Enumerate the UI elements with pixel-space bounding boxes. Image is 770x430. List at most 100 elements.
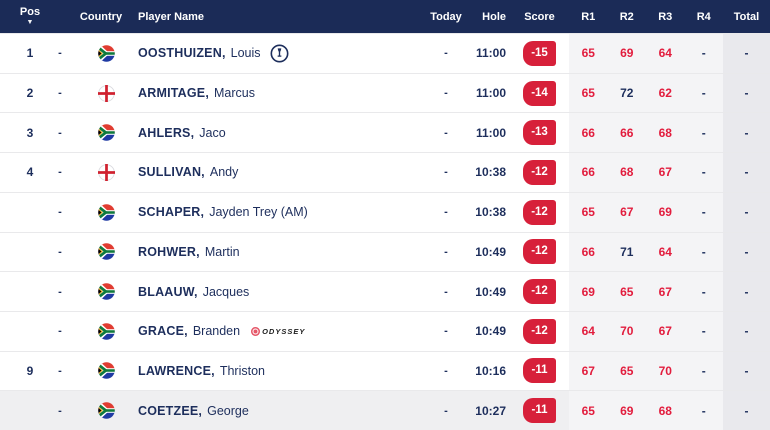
total-score: - — [723, 73, 770, 113]
player-row[interactable]: 9 - — [0, 350, 770, 391]
round2-score: 68 — [607, 153, 646, 192]
player-name-cell: SULLIVAN, Andy — [130, 153, 430, 192]
tee-time: 10:27 — [475, 403, 506, 418]
position-value: 1 — [26, 46, 34, 61]
player-name-cell: ROHWER, Martin — [130, 233, 430, 272]
tee-time: 10:49 — [475, 244, 506, 259]
total-score: - — [723, 351, 770, 391]
header-r2: R2 — [619, 10, 634, 23]
round2-score: 69 — [607, 391, 646, 430]
round4-score: - — [684, 34, 723, 73]
movement-indicator: - — [58, 166, 62, 179]
country-cell — [72, 272, 130, 311]
today-score: - — [444, 404, 448, 417]
round4-score: - — [684, 113, 723, 153]
player-row[interactable]: 4 - — [0, 152, 770, 192]
player-surname: COETZEE, — [138, 403, 203, 418]
round2-score: 69 — [607, 34, 646, 73]
country-cell — [72, 34, 130, 73]
country-cell — [72, 312, 130, 351]
player-row[interactable]: - — [0, 310, 770, 351]
round4-score: - — [684, 73, 723, 113]
country-flag-icon — [97, 243, 115, 261]
round3-score: 67 — [646, 272, 685, 311]
score-cell: -12 — [510, 312, 569, 351]
player-row[interactable]: - — [0, 390, 770, 430]
country-cell — [72, 391, 130, 430]
player-name-cell: COETZEE, George — [130, 391, 430, 430]
england-flag-icon — [97, 164, 115, 181]
position-value: 4 — [26, 165, 34, 180]
header-pos-label: Pos — [19, 6, 41, 18]
round1-score: 65 — [569, 391, 608, 430]
total-score: - — [723, 153, 770, 192]
player-name-cell: SCHAPER, Jayden Trey (AM) — [130, 193, 430, 232]
player-surname: SCHAPER, — [138, 205, 205, 220]
round3-score: 64 — [646, 34, 685, 73]
round3-score: 69 — [646, 192, 685, 232]
player-name-cell: ARMITAGE, Marcus — [130, 74, 430, 113]
header-player-name: Player Name — [138, 10, 205, 23]
odyssey-wordmark: ODYSSEY — [262, 326, 306, 336]
score-cell: -15 — [510, 34, 569, 73]
south-africa-flag-icon — [97, 243, 115, 261]
round2-score: 70 — [607, 311, 646, 351]
tee-time: 11:00 — [475, 46, 506, 61]
score-cell: -14 — [510, 74, 569, 113]
player-row[interactable]: - — [0, 271, 770, 311]
country-flag-icon — [97, 124, 115, 141]
today-score: - — [444, 285, 448, 298]
player-row[interactable]: 1 - — [0, 33, 770, 73]
player-firstname: Jacques — [202, 284, 250, 299]
round1-score: 66 — [569, 232, 608, 272]
tee-time: 10:38 — [475, 205, 506, 220]
position-value: 9 — [26, 363, 34, 378]
movement-indicator: - — [58, 404, 62, 417]
today-score: - — [444, 47, 448, 60]
score-cell: -12 — [510, 272, 569, 311]
header-r1: R1 — [581, 10, 596, 23]
total-score: - — [723, 391, 770, 430]
today-score: - — [444, 325, 448, 338]
round4-score: - — [684, 351, 723, 391]
round2-score: 72 — [607, 73, 646, 113]
score-badge: -15 — [523, 40, 556, 66]
country-flag-icon — [97, 45, 115, 62]
today-score: - — [444, 206, 448, 219]
south-africa-flag-icon — [97, 283, 115, 300]
movement-indicator: - — [58, 87, 62, 100]
south-africa-flag-icon — [97, 124, 115, 141]
player-row[interactable]: - — [0, 231, 770, 272]
player-firstname: Branden — [192, 324, 241, 339]
south-africa-flag-icon — [97, 402, 115, 419]
round2-score: 65 — [607, 272, 646, 311]
total-score: - — [723, 113, 770, 153]
today-score: - — [444, 364, 448, 377]
country-cell — [72, 113, 130, 152]
round1-score: 69 — [569, 272, 608, 311]
odyssey-circle-icon — [251, 326, 261, 336]
round3-score: 62 — [646, 73, 685, 113]
header-r3: R3 — [658, 10, 673, 23]
player-name-cell: OOSTHUIZEN, Louis — [130, 34, 430, 73]
header-score: Score — [524, 10, 555, 23]
player-surname: AHLERS, — [138, 125, 195, 140]
score-badge: -11 — [523, 358, 556, 384]
round2-score: 65 — [607, 351, 646, 391]
player-row[interactable]: 3 - — [0, 112, 770, 153]
round3-score: 68 — [646, 391, 685, 430]
today-score: - — [444, 126, 448, 139]
country-cell — [72, 153, 130, 192]
player-firstname: Jayden Trey (AM) — [209, 205, 308, 220]
round3-score: 67 — [646, 153, 685, 192]
header-pos[interactable]: Pos ▼ — [0, 0, 48, 33]
south-africa-flag-icon — [97, 45, 115, 62]
south-africa-flag-icon — [97, 203, 115, 221]
player-row[interactable]: - — [0, 191, 770, 232]
score-badge: -12 — [523, 318, 556, 344]
score-cell: -12 — [510, 193, 569, 232]
player-surname: BLAAUW, — [138, 284, 198, 299]
player-row[interactable]: 2 - — [0, 72, 770, 113]
player-name-cell: AHLERS, Jaco — [130, 113, 430, 152]
position-value — [0, 233, 48, 272]
